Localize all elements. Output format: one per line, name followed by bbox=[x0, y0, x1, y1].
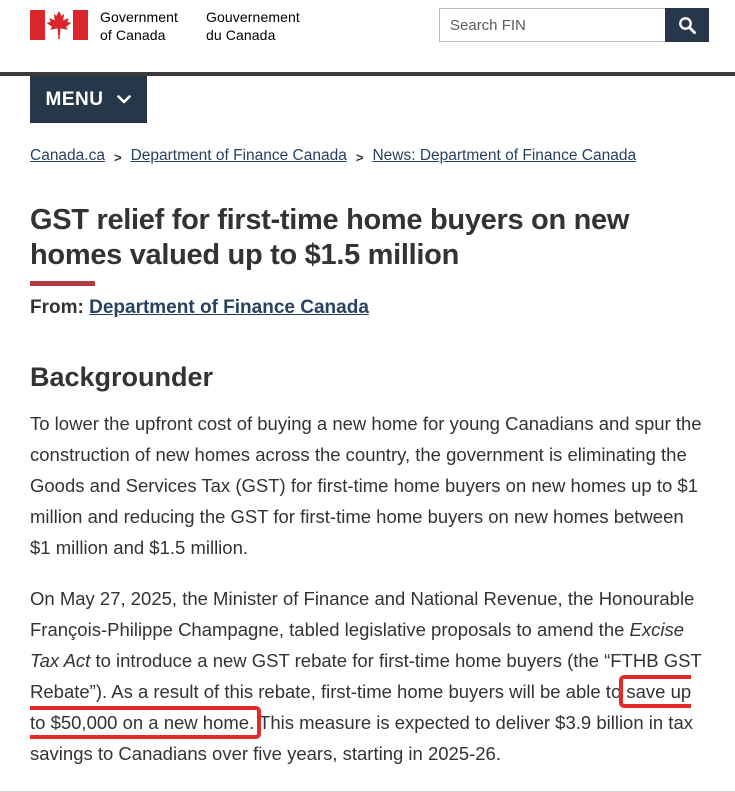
red-annotation-box: save up to $50,000 on a new home. bbox=[30, 675, 692, 739]
breadcrumb-link-canada-ca[interactable]: Canada.ca bbox=[30, 147, 105, 164]
chevron-down-icon bbox=[117, 95, 132, 104]
paragraph-2-part2: to introduce a new GST rebate for first-… bbox=[30, 650, 702, 702]
breadcrumb-separator-icon: > bbox=[113, 149, 122, 165]
breadcrumb: Canada.ca > Department of Finance Canada… bbox=[0, 147, 735, 165]
maple-leaf-icon bbox=[46, 11, 72, 39]
flag-red-bar bbox=[73, 10, 88, 40]
signature-en-line1: Government bbox=[100, 9, 179, 25]
signature-english: Government of Canada bbox=[100, 8, 178, 44]
site-header: Government of Canada Gouvernement du Can… bbox=[0, 0, 735, 72]
breadcrumb-link-news[interactable]: News: Department of Finance Canada bbox=[372, 147, 637, 164]
main-content: GST relief for first-time home buyers on… bbox=[0, 203, 735, 769]
page-title: GST relief for first-time home buyers on… bbox=[30, 204, 630, 271]
paragraph-2-part3: This measure is expected to deliver $3.9… bbox=[30, 712, 693, 764]
title-red-rule bbox=[30, 281, 95, 286]
canada-flag-icon bbox=[30, 10, 88, 40]
excise-tax-act-italic: Excise Tax Act bbox=[30, 619, 685, 671]
from-line: From: Department of Finance Canada bbox=[30, 297, 705, 319]
menu-button-label: MENU bbox=[45, 88, 104, 110]
breadcrumb-link-department-of-finance[interactable]: Department of Finance Canada bbox=[130, 147, 347, 164]
signature-en-line2: of Canada bbox=[100, 27, 166, 43]
signature-fr-line2: du Canada bbox=[206, 27, 276, 43]
search-icon bbox=[678, 16, 696, 34]
breadcrumb-separator-icon: > bbox=[355, 149, 364, 165]
signature-text: Government of Canada Gouvernement du Can… bbox=[100, 8, 300, 44]
flag-red-bar bbox=[30, 10, 45, 40]
from-department-link[interactable]: Department of Finance Canada bbox=[89, 297, 369, 318]
signature-french: Gouvernement du Canada bbox=[206, 8, 300, 44]
paragraph-1: To lower the upfront cost of buying a ne… bbox=[30, 413, 702, 558]
menu-button[interactable]: MENU bbox=[30, 76, 147, 123]
menu-bar: MENU bbox=[0, 72, 735, 123]
backgrounder-heading: Backgrounder bbox=[30, 362, 214, 392]
search-button[interactable] bbox=[665, 8, 709, 42]
paragraph-2-part1: On May 27, 2025, the Minister of Finance… bbox=[30, 588, 695, 640]
search-area bbox=[439, 8, 709, 42]
signature-fr-line1: Gouvernement bbox=[206, 9, 300, 25]
paragraph-2: On May 27, 2025, the Minister of Finance… bbox=[30, 583, 705, 769]
from-label: From: bbox=[30, 297, 90, 318]
search-input[interactable] bbox=[439, 8, 665, 42]
government-of-canada-signature[interactable]: Government of Canada Gouvernement du Can… bbox=[30, 8, 300, 44]
